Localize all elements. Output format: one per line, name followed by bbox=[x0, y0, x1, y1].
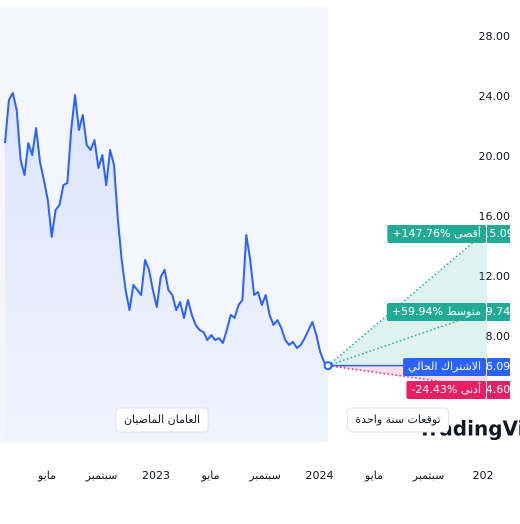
x-tick-label: 2023 bbox=[142, 469, 170, 482]
x-tick-label: مايو bbox=[364, 469, 383, 482]
period-label: توقعات سنة واحدة bbox=[355, 413, 440, 426]
forecast-label-box bbox=[386, 303, 486, 321]
x-tick-label: سبتمبر bbox=[412, 469, 445, 482]
current-point bbox=[323, 361, 333, 371]
forecast-label: +147.76% أقصى bbox=[392, 226, 481, 240]
value-label: 9.74 bbox=[486, 305, 511, 318]
x-tick-label: سبتمبر bbox=[85, 469, 118, 482]
y-tick-label: 28.00 bbox=[479, 30, 511, 43]
forecast-line bbox=[327, 364, 488, 389]
period-label-box bbox=[115, 407, 209, 433]
period-label-box bbox=[346, 407, 450, 433]
period-label: العامان الماضيان bbox=[124, 413, 200, 426]
value-label-box bbox=[487, 303, 510, 321]
y-tick-label: 12.00 bbox=[479, 270, 511, 283]
y-tick-label: 8.00 bbox=[486, 330, 511, 343]
x-tick-label: مايو bbox=[201, 469, 220, 482]
x-tick-label: مايو bbox=[37, 469, 56, 482]
forecast-label: +59.94% متوسط bbox=[392, 305, 481, 318]
value-label-box bbox=[487, 225, 510, 243]
value-label-box bbox=[487, 358, 510, 376]
y-tick-label: 20.00 bbox=[479, 150, 511, 163]
x-tick-label: سبتمبر bbox=[248, 469, 281, 482]
forecast-label-box bbox=[406, 381, 486, 399]
forecast-label: الاشتراك الحالي bbox=[408, 360, 481, 373]
forecast-label-box bbox=[387, 225, 486, 243]
value-label-box bbox=[487, 381, 510, 399]
x-tick-label: 2024 bbox=[306, 469, 334, 482]
forecast-line bbox=[327, 230, 488, 367]
value-label: 6.09 bbox=[486, 360, 511, 373]
value-label: 4.60 bbox=[486, 383, 511, 396]
value-label: 15.09 bbox=[482, 227, 514, 240]
y-tick-label: 24.00 bbox=[479, 90, 511, 103]
forecast-label-box bbox=[403, 358, 486, 376]
y-tick-label: 16.00 bbox=[479, 210, 511, 223]
price-line bbox=[4, 92, 329, 367]
x-tick-label: 202 bbox=[473, 469, 494, 482]
price-area bbox=[5, 93, 328, 442]
forecast-label: -24.43% أدنى bbox=[411, 382, 481, 396]
